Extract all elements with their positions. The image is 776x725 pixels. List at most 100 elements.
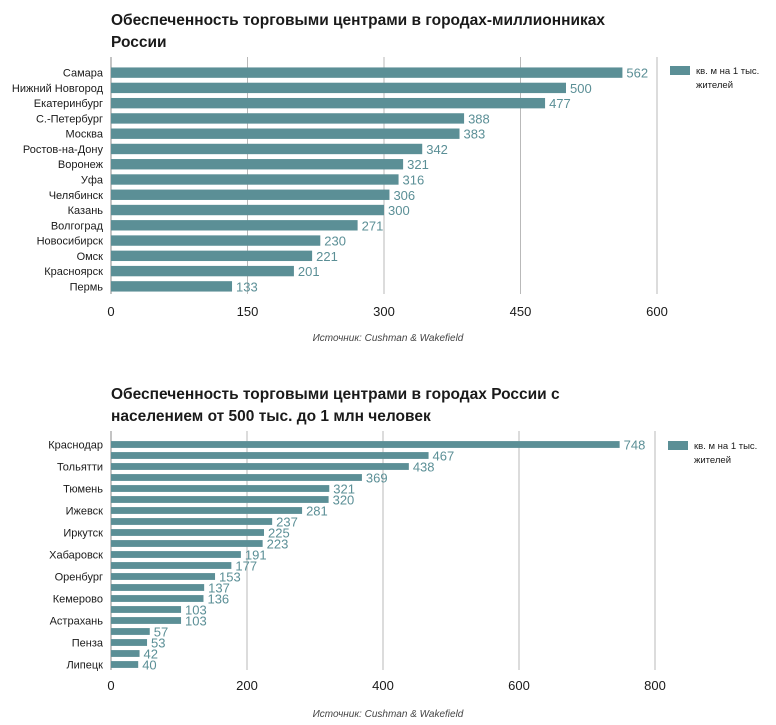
category-label: Волгоград [51,220,104,232]
category-label: Челябинск [49,190,103,202]
category-label: Оренбург [55,572,103,584]
category-label: Кемерово [53,594,103,606]
category-label: Липецк [66,660,103,672]
bar [111,281,233,292]
bar-value-label: 467 [433,449,455,464]
bar-value-label: 221 [316,249,338,264]
bar-value-label: 136 [207,592,229,607]
bar-value-label: 230 [324,234,346,249]
bar-value-label: 342 [426,142,448,157]
category-label: Пермь [70,281,104,293]
bar [111,573,216,580]
bar-value-label: 177 [235,559,257,574]
chart-1-plot: 562 Самара 500 Нижний Новгород 477 Екатеринбу… [12,57,759,319]
bar [111,250,313,262]
x-tick-label: 450 [510,304,532,319]
bar-value-label: 201 [298,264,320,279]
bar [111,518,273,525]
chart-1-title: Обеспеченность торговыми центрами в горо… [111,10,631,54]
category-label: Самара [63,68,104,80]
category-label: Уфа [81,175,104,187]
category-label: Краснодар [48,440,103,452]
bar [111,67,623,78]
category-label: Екатеринбург [34,98,103,110]
bar [111,463,409,470]
bar [111,584,205,591]
bar-value-label: 103 [185,603,207,618]
category-label: Ижевск [66,506,104,518]
bar-value-label: 388 [468,111,490,126]
category-label: Новосибирск [37,236,104,248]
bar-value-label: 191 [245,548,267,563]
chart-1: Обеспеченность торговыми центрами в горо… [0,0,776,360]
bar [111,174,399,185]
x-tick-label: 600 [508,678,530,693]
bar-value-label: 306 [393,188,415,203]
category-label: Иркутск [63,528,103,540]
bar-value-label: 271 [362,218,384,233]
bar [111,265,294,277]
bar [111,235,321,246]
bar-value-label: 321 [407,157,429,172]
bar [111,617,182,624]
x-tick-label: 150 [237,304,259,319]
bar [111,128,460,139]
legend-label: жителей [694,455,731,466]
category-label: Астрахань [50,616,104,628]
bar-value-label: 281 [306,504,328,519]
bar [111,540,263,547]
bar [111,113,465,124]
bar [111,507,303,514]
bar-value-label: 237 [276,515,298,530]
chart-2-title-line2: населением от 500 тыс. до 1 млн человек [111,408,431,425]
bar-value-label: 321 [333,482,355,497]
bar [111,97,546,109]
x-tick-label: 0 [107,304,114,319]
chart-2-title-line1: Обеспеченность торговыми центрами в горо… [111,386,560,403]
category-label: Казань [68,205,104,217]
bar [111,639,148,646]
bar [111,628,150,635]
category-label: Ростов-на-Дону [23,144,104,156]
bar [111,474,362,481]
bar [111,496,329,503]
legend: кв. м на 1 тыс. жителей [668,441,757,466]
bar-value-label: 562 [626,66,648,81]
bar-value-label: 316 [403,173,425,188]
bar [111,82,566,94]
legend-swatch [668,441,688,450]
chart-1-title-line2: России [111,34,167,51]
bar [111,650,140,657]
bar-value-label: 133 [236,279,258,294]
x-tick-label: 400 [372,678,394,693]
legend-label: кв. м на 1 тыс. [694,441,757,452]
category-label: Москва [65,129,103,141]
x-tick-label: 200 [236,678,258,693]
x-tick-label: 300 [373,304,395,319]
bar [111,189,390,200]
bar-value-label: 477 [549,96,571,111]
category-label: Пенза [72,638,104,650]
bar-value-label: 40 [142,658,156,673]
bar [111,562,232,569]
bar [111,529,264,536]
bar [111,551,241,558]
bar [111,661,139,668]
category-label: С.-Петербург [36,113,103,125]
bar-value-label: 153 [219,570,241,585]
bar [111,595,204,602]
bar-value-label: 225 [268,526,290,541]
x-tick-label: 800 [644,678,666,693]
category-label: Омск [77,251,104,263]
bar [111,606,182,613]
bar-value-label: 137 [208,581,230,596]
category-label: Воронеж [58,159,104,171]
bar [111,485,330,492]
bar-value-label: 500 [570,81,592,96]
bar-value-label: 320 [333,493,355,508]
bar-value-label: 42 [144,647,158,662]
chart-2-source: Источник: Cushman & Wakefield [312,709,464,720]
bar [111,220,358,231]
bar-value-label: 53 [151,636,165,651]
